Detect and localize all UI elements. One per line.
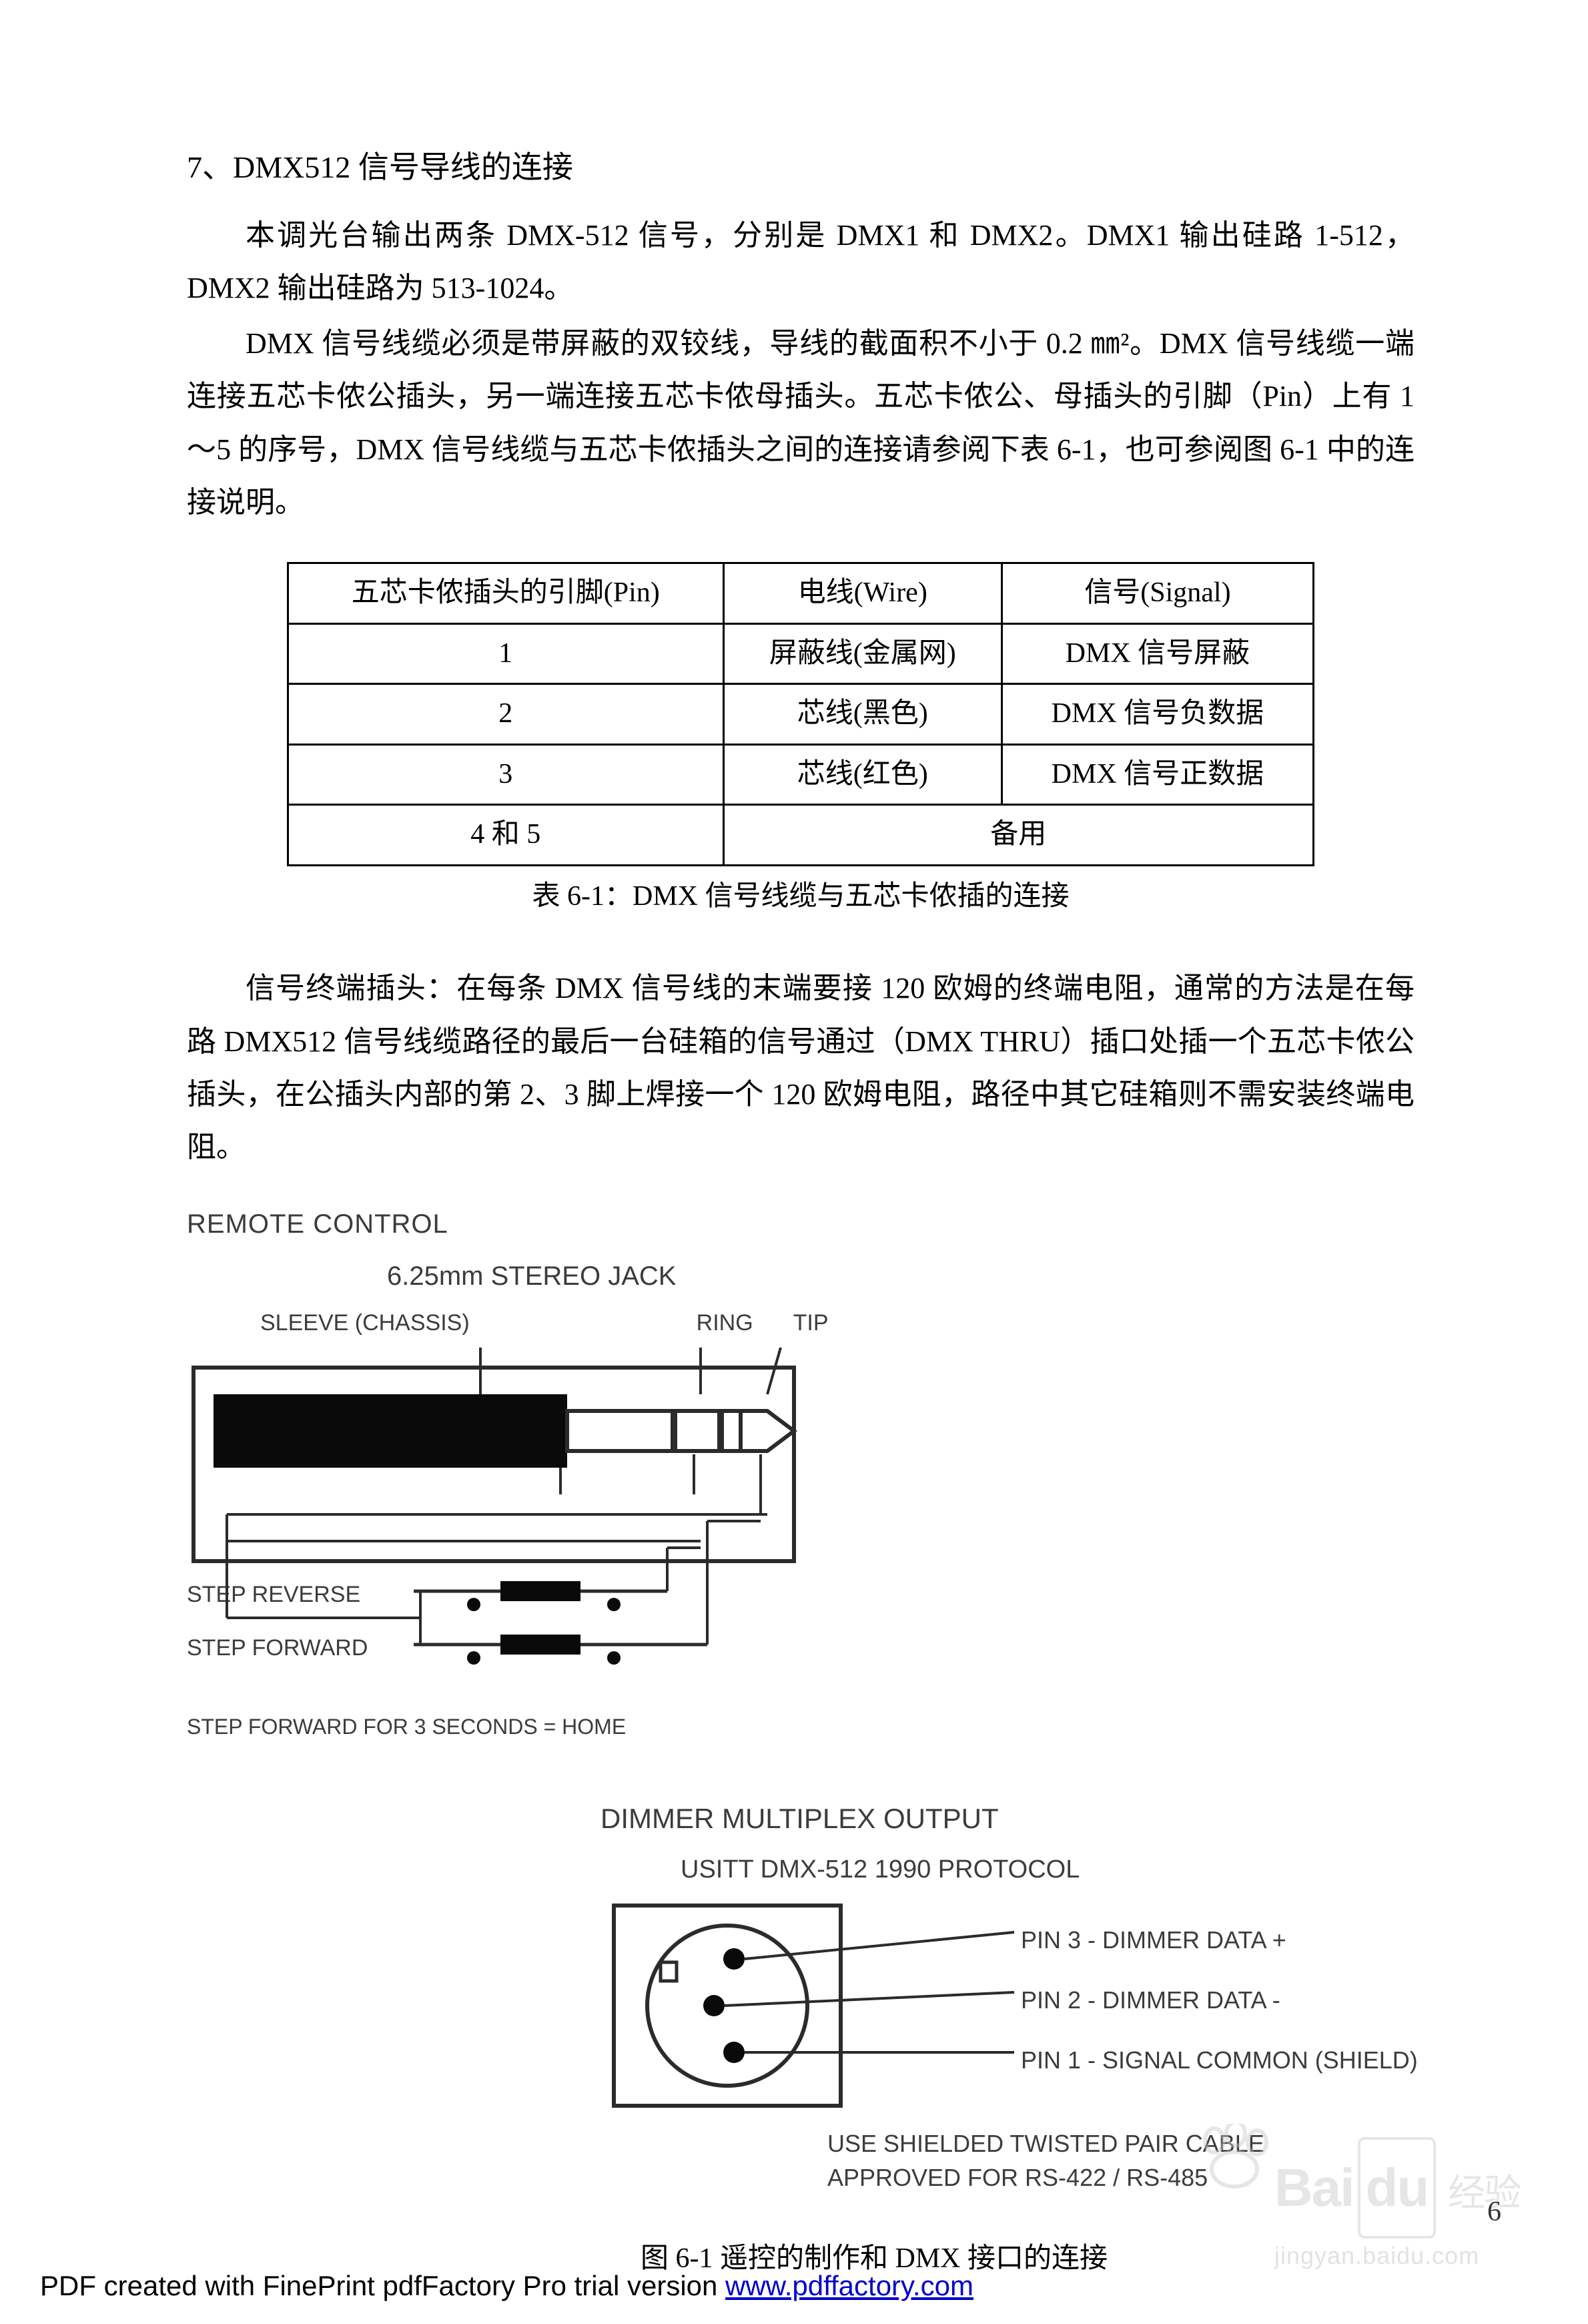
xlr-connector-icon	[601, 1899, 1481, 2126]
figure-remote: REMOTE CONTROL 6.25mm STEREO JACK SLEEVE…	[187, 1200, 1415, 1747]
dmx-subtitle: USITT DMX-512 1990 PROTOCOL	[681, 1847, 1415, 1892]
ring-label: RING	[697, 1303, 753, 1344]
cell-wire: 芯线(红色)	[723, 744, 1002, 805]
th-signal: 信号(Signal)	[1002, 563, 1313, 623]
paragraph-3: 信号终端插头：在每条 DMX 信号线的末端要接 120 欧姆的终端电阻，通常的方…	[187, 962, 1415, 1173]
stereo-jack-icon	[187, 1348, 907, 1695]
th-wire: 电线(Wire)	[723, 563, 1002, 623]
dmx-title: DIMMER MULTIPLEX OUTPUT	[601, 1793, 1415, 1844]
section-title: 7、DMX512 信号导线的连接	[187, 140, 1415, 196]
cell-spare: 备用	[723, 805, 1313, 866]
cell-pin: 4 和 5	[288, 805, 724, 866]
watermark-logo-exp: 经验	[1448, 2172, 1520, 2214]
cell-signal: DMX 信号屏蔽	[1002, 623, 1313, 684]
remote-subtitle: 6.25mm STEREO JACK	[387, 1252, 1415, 1300]
table-row: 2 芯线(黑色) DMX 信号负数据	[288, 684, 1314, 745]
cell-wire: 芯线(黑色)	[723, 684, 1002, 745]
cell-pin: 1	[288, 623, 724, 684]
pdf-footer: PDF created with FinePrint pdfFactory Pr…	[40, 2261, 973, 2311]
footer-link[interactable]: www.pdffactory.com	[725, 2270, 973, 2301]
dmx-note2: APPROVED FOR RS-422 / RS-485	[827, 2162, 1415, 2194]
remote-title: REMOTE CONTROL	[187, 1200, 1415, 1248]
footer-text: PDF created with FinePrint pdfFactory Pr…	[40, 2270, 725, 2301]
pin-table: 五芯卡侬插头的引脚(Pin) 电线(Wire) 信号(Signal) 1 屏蔽线…	[287, 562, 1314, 866]
tip-label: TIP	[793, 1303, 829, 1344]
cell-signal: DMX 信号正数据	[1002, 744, 1313, 805]
dmx-note1: USE SHIELDED TWISTED PAIR CABLE	[827, 2128, 1415, 2160]
figure-dmx: DIMMER MULTIPLEX OUTPUT USITT DMX-512 19…	[601, 1793, 1415, 2284]
page-number: 6	[1487, 2187, 1501, 2238]
table-caption: 表 6-1：DMX 信号线缆与五芯卡侬插的连接	[187, 872, 1415, 922]
cell-pin: 2	[288, 684, 724, 745]
cell-signal: DMX 信号负数据	[1002, 684, 1313, 745]
th-pin: 五芯卡侬插头的引脚(Pin)	[288, 563, 724, 623]
step-home-label: STEP FORWARD FOR 3 SECONDS = HOME	[187, 1708, 1415, 1747]
cell-wire: 屏蔽线(金属网)	[723, 623, 1002, 684]
paragraph-1: 本调光台输出两条 DMX-512 信号，分别是 DMX1 和 DMX2。DMX1…	[187, 209, 1415, 314]
paragraph-2: DMX 信号线缆必须是带屏蔽的双铰线，导线的截面积不小于 0.2 ㎜²。DMX …	[187, 317, 1415, 529]
table-row-last: 4 和 5 备用	[288, 805, 1314, 866]
cell-pin: 3	[288, 744, 724, 805]
table-row: 3 芯线(红色) DMX 信号正数据	[288, 744, 1314, 805]
table-row: 1 屏蔽线(金属网) DMX 信号屏蔽	[288, 623, 1314, 684]
sleeve-label: SLEEVE (CHASSIS)	[260, 1303, 470, 1344]
